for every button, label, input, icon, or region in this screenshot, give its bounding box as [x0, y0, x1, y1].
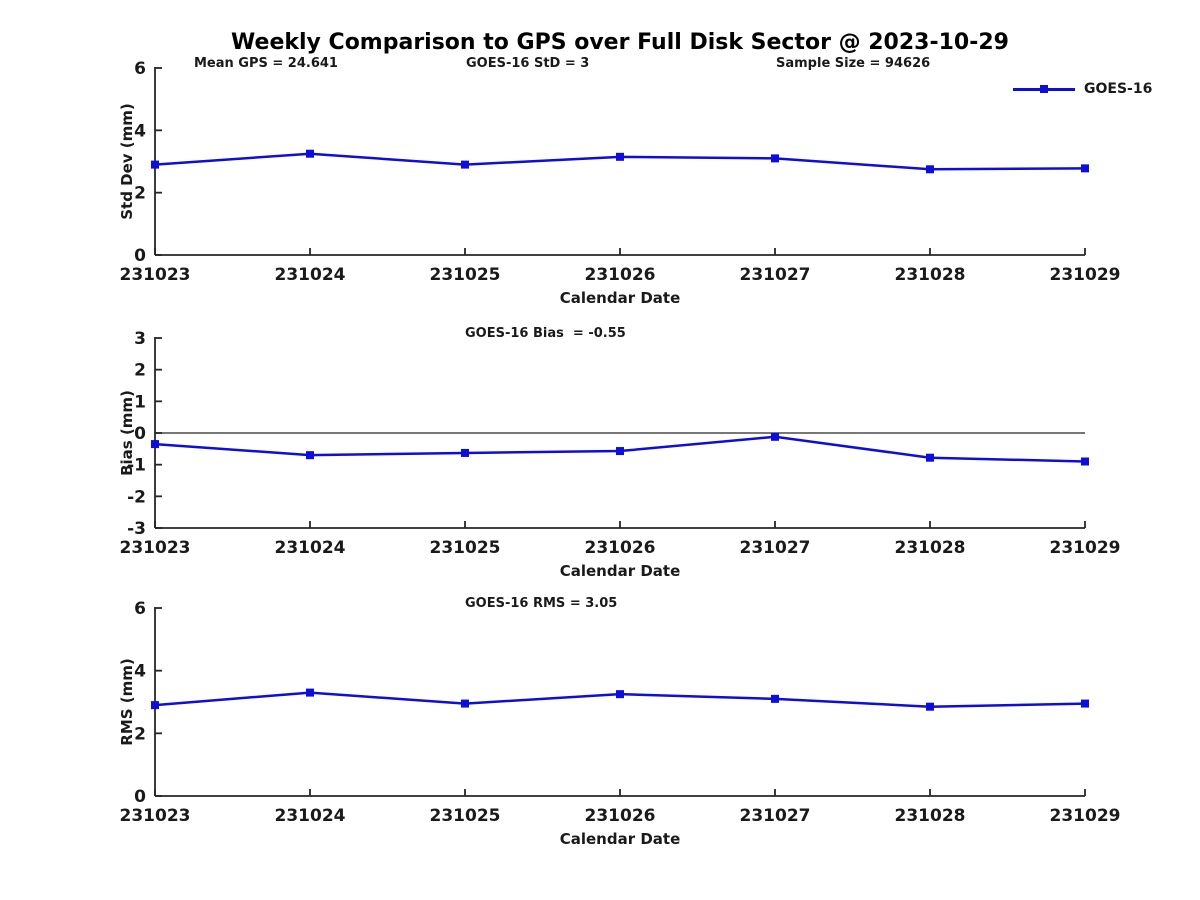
- x-tick-label: 231025: [430, 265, 501, 285]
- x-tick-label: 231025: [430, 538, 501, 558]
- y-axis-label: Bias (mm): [118, 390, 136, 476]
- x-tick-label: 231023: [120, 265, 191, 285]
- data-point-marker: [306, 688, 314, 697]
- y-tick-label: 6: [134, 59, 146, 79]
- annotation-goes16-std: GOES-16 StD = 3: [466, 56, 590, 71]
- annotation-sample-size: Sample Size = 94626: [776, 56, 931, 71]
- data-point-marker: [1081, 699, 1089, 708]
- y-tick-label: 2: [134, 184, 146, 204]
- x-tick-label: 231025: [430, 806, 501, 826]
- data-point-marker: [616, 152, 624, 161]
- data-point-marker: [771, 154, 779, 163]
- data-point-marker: [306, 149, 314, 158]
- y-tick-label: -2: [127, 487, 146, 507]
- y-tick-label: 0: [134, 787, 146, 807]
- y-tick-label: -3: [127, 519, 146, 539]
- x-tick-label: 231024: [275, 806, 346, 826]
- y-tick-label: 0: [134, 424, 146, 444]
- annotation-mean-gps: Mean GPS = 24.641: [194, 56, 338, 71]
- data-point-marker: [1081, 457, 1089, 466]
- legend: GOES-16: [1013, 81, 1152, 97]
- data-point-marker: [1081, 164, 1089, 173]
- subplot-1: 0 2 4 6 231023 231024 231025 231026 231027 231028…: [118, 59, 1120, 307]
- data-point-marker: [926, 702, 934, 711]
- x-tick-label: 231029: [1050, 265, 1121, 285]
- data-point-marker: [151, 440, 159, 449]
- x-tick-label: 231023: [120, 806, 191, 826]
- y-tick-label: 4: [134, 121, 146, 141]
- data-point-marker: [306, 451, 314, 460]
- y-tick-label: 3: [134, 329, 146, 349]
- y-tick-label: 1: [134, 392, 146, 412]
- y-axis-label: RMS (mm): [118, 658, 136, 745]
- x-tick-label: 231027: [740, 538, 811, 558]
- x-tick-label: 231026: [585, 265, 656, 285]
- x-tick-label: 231029: [1050, 806, 1121, 826]
- annotation-goes16-bias: GOES-16 Bias = -0.55: [465, 326, 626, 341]
- y-tick-label: 0: [134, 246, 146, 266]
- x-tick-label: 231029: [1050, 538, 1121, 558]
- legend-label: GOES-16: [1084, 81, 1153, 97]
- x-tick-label: 231028: [895, 538, 966, 558]
- data-point-marker: [461, 448, 469, 457]
- data-point-marker: [926, 165, 934, 174]
- legend-square-marker-icon: [1040, 85, 1048, 93]
- data-point-marker: [616, 690, 624, 699]
- y-tick-label: 2: [134, 361, 146, 381]
- y-tick-label: 2: [134, 724, 146, 744]
- x-tick-label: 231028: [895, 265, 966, 285]
- x-tick-label: 231027: [740, 265, 811, 285]
- y-tick-label: 4: [134, 662, 146, 682]
- data-point-marker: [616, 447, 624, 456]
- subplot-2: -3 -2 -1 0 1 2 3 231023 231024 231025 231026 231027…: [118, 329, 1120, 580]
- data-point-marker: [151, 160, 159, 169]
- data-point-marker: [926, 453, 934, 462]
- x-tick-label: 231026: [585, 806, 656, 826]
- data-point-marker: [461, 160, 469, 169]
- data-point-marker: [771, 694, 779, 703]
- x-tick-label: 231024: [275, 538, 346, 558]
- chart-title: Weekly Comparison to GPS over Full Disk …: [231, 30, 1009, 55]
- x-axis-label: Calendar Date: [560, 289, 681, 307]
- y-tick-label: -1: [127, 456, 146, 476]
- x-axis-label: Calendar Date: [560, 562, 681, 580]
- x-tick-label: 231026: [585, 538, 656, 558]
- subplot-3: 0 2 4 6 231023 231024 231025 231026 231027 231028…: [118, 599, 1120, 848]
- x-tick-label: 231027: [740, 806, 811, 826]
- y-tick-label: 6: [134, 599, 146, 619]
- data-point-marker: [771, 432, 779, 441]
- x-tick-label: 231024: [275, 265, 346, 285]
- x-tick-label: 231028: [895, 806, 966, 826]
- x-axis-label: Calendar Date: [560, 830, 681, 848]
- data-point-marker: [461, 699, 469, 708]
- data-point-marker: [151, 701, 159, 710]
- x-tick-label: 231023: [120, 538, 191, 558]
- y-axis-label: Std Dev (mm): [118, 103, 136, 220]
- legend-line-sample: [1013, 85, 1075, 93]
- annotation-goes16-rms: GOES-16 RMS = 3.05: [465, 596, 618, 611]
